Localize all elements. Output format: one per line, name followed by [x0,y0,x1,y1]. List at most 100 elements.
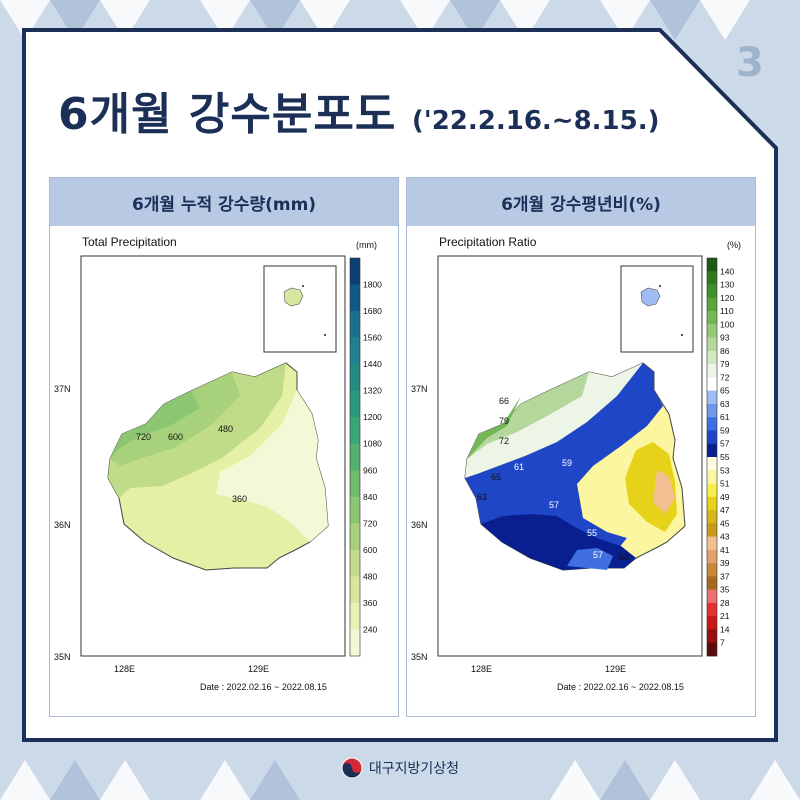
total-precipitation-panel: 6개월 누적 강수량(mm) Total Precipitation (mm) … [49,177,399,717]
contour-label: 66 [499,396,509,406]
colorbar-tick-label: 1320 [363,386,382,396]
contour-label: 79 [499,416,509,426]
contour-label: 720 [136,432,151,442]
inset-region [283,287,304,307]
colorbar-swatch [350,417,360,445]
colorbar-swatch [350,390,360,418]
colorbar-swatch [707,523,717,537]
lat-label: 35N [54,652,71,662]
colorbar-swatch [707,616,717,630]
date-label: Date : 2022.02.16 ~ 2022.08.15 [200,682,327,692]
contour-label: 53 [619,552,629,562]
colorbar-tick-label: 47 [720,505,730,515]
contour-band-79 [467,372,589,459]
inset-map [263,265,337,353]
colorbar-unit: (%) [727,240,741,250]
colorbar-tick-label: 1440 [363,359,382,369]
colorbar-tick-label: 1800 [363,280,382,290]
page-title: 6개월 강수분포도 ('22.2.16.~8.15.) [58,78,660,142]
contour-band-360 [216,390,328,542]
colorbar-swatch [707,496,717,511]
lon-label: 128E [471,664,492,674]
contour-band-93 [467,396,521,459]
colorbar-tick-label: 1080 [363,439,382,449]
colorbar-swatch [707,589,717,604]
colorbar-tick-label: 55 [720,452,730,462]
contour-label: 59 [562,458,572,468]
map-title: Precipitation Ratio [439,235,537,249]
contour-label: 72 [499,436,509,446]
colorbar-swatch [350,496,360,524]
colorbar-tick-label: 72 [720,372,730,382]
contour-label: 480 [218,424,233,434]
colorbar-swatch [707,258,717,272]
contour-label: 57 [593,550,603,560]
colorbar-swatch [707,311,717,325]
colorbar-swatch [350,576,360,604]
colorbar-tick-label: 7 [720,638,725,648]
lat-label: 35N [411,652,428,662]
colorbar-swatch [707,536,717,551]
colorbar-tick-label: 59 [720,425,730,435]
colorbar-tick-label: 37 [720,571,730,581]
lon-label: 128E [114,664,135,674]
inset-island [659,285,661,287]
colorbar-tick-label: 21 [720,611,730,621]
colorbar-swatch [707,430,717,445]
contour-band-720 [110,391,200,459]
contour-label: 55 [587,528,597,538]
colorbar-tick-label: 49 [720,492,730,502]
colorbar-tick-label: 45 [720,518,730,528]
contour-band-41 [653,470,675,514]
colorbar-swatch [707,284,717,299]
colorbar-tick-label: 51 [720,479,730,489]
colorbar-tick-label: 1680 [363,306,382,316]
colorbar: 140 130 120 110 100 93 86 79 72 65 63 61 59 57 55 53 51 4… [706,257,734,657]
colorbar-swatch [350,258,360,285]
colorbar-swatch [707,403,717,418]
colorbar-tick-label: 600 [363,545,377,555]
colorbar-swatch [707,563,717,577]
colorbar-outline [706,257,718,657]
colorbar-tick-label: 1560 [363,333,382,343]
colorbar-swatch [350,337,360,365]
colorbar-swatch [707,364,717,378]
colorbar-tick-label: 1200 [363,412,382,422]
lon-label: 129E [248,664,269,674]
footer: 대구지방기상청 [0,748,800,788]
lat-label: 36N [411,520,428,530]
colorbar-tick-label: 100 [720,319,734,329]
colorbar-swatch [707,483,717,498]
colorbar-tick-label: 93 [720,333,730,343]
colorbar-tick-label: 140 [720,266,734,276]
colorbar-swatch [707,417,717,431]
title-period: ('22.2.16.~8.15.) [411,106,660,136]
government-emblem-icon [341,757,363,779]
inset-region [640,287,661,307]
lon-label: 129E [605,664,626,674]
colorbar-swatch [707,297,717,312]
contour-label: 360 [232,494,247,504]
colorbar-swatch [707,510,717,524]
contour-label: 61 [514,462,524,472]
colorbar-tick-label: 14 [720,624,730,634]
colorbar-swatch [350,602,360,630]
colorbar-swatch [350,284,360,312]
panel-heading: 6개월 누적 강수량(mm) [50,178,398,226]
lat-label: 37N [411,384,428,394]
colorbar-tick-label: 65 [720,386,730,396]
colorbar-swatch [707,390,717,405]
contour-label: 63 [477,492,487,502]
colorbar-swatch [707,470,717,484]
colorbar-swatch [707,350,717,365]
colorbar-tick-label: 86 [720,346,730,356]
colorbar-swatch [350,443,360,471]
contour-band-59 [465,363,663,550]
colorbar-swatch [350,549,360,577]
agency-name: 대구지방기상청 [368,761,460,777]
date-label: Date : 2022.02.16 ~ 2022.08.15 [557,682,684,692]
lat-label: 36N [54,520,71,530]
inset-island [302,285,304,287]
colorbar: 1800 1680 1560 1440 1320 1200 1080 960 840 720 600… [349,257,382,657]
colorbar-unit: (mm) [356,240,377,250]
